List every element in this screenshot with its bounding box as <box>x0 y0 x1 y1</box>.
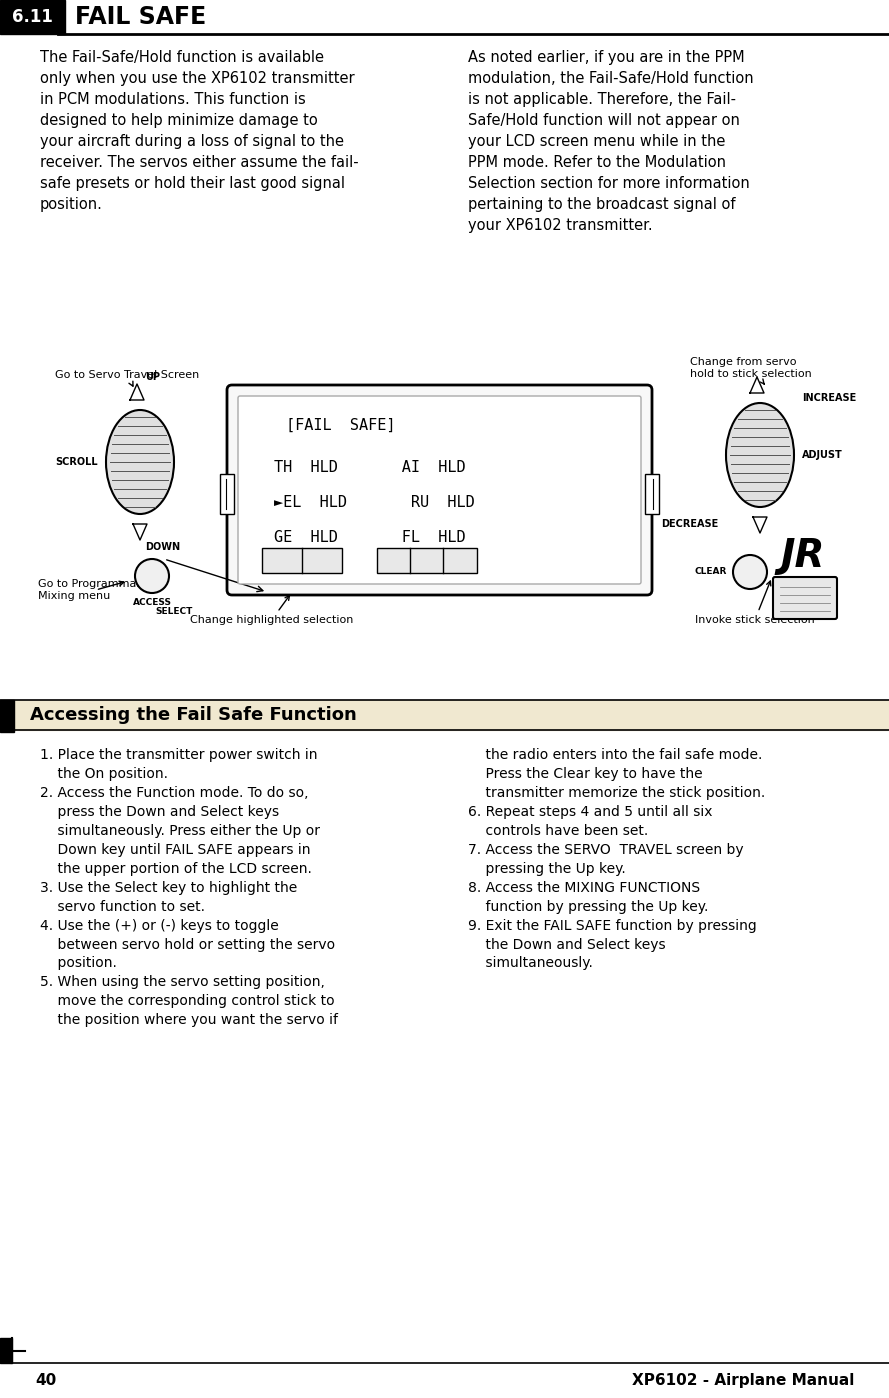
Text: SELECT: SELECT <box>156 607 193 617</box>
Text: 1. Place the transmitter power switch in
    the On position.
2. Access the Func: 1. Place the transmitter power switch in… <box>40 748 338 1028</box>
Text: DOWN: DOWN <box>145 542 180 552</box>
Bar <box>0 0 65 34</box>
Circle shape <box>135 559 169 593</box>
Text: The Fail-Safe/Hold function is available
only when you use the XP6102 transmitte: The Fail-Safe/Hold function is available… <box>40 50 358 212</box>
Polygon shape <box>133 524 147 540</box>
Ellipse shape <box>726 403 794 507</box>
Text: 40: 40 <box>35 1373 56 1388</box>
Text: ►EL  HLD       RU  HLD: ►EL HLD RU HLD <box>274 495 474 510</box>
FancyBboxPatch shape <box>238 396 641 584</box>
Text: INCREASE: INCREASE <box>802 393 856 403</box>
Text: UP: UP <box>145 372 160 382</box>
Text: FAIL SAFE: FAIL SAFE <box>75 6 206 29</box>
Text: Go to Programmable
Mixing menu: Go to Programmable Mixing menu <box>38 579 154 601</box>
Polygon shape <box>130 384 144 400</box>
Circle shape <box>733 555 767 589</box>
Text: Accessing the Fail Safe Function: Accessing the Fail Safe Function <box>30 706 356 724</box>
Text: As noted earlier, if you are in the PPM
modulation, the Fail-Safe/Hold function
: As noted earlier, if you are in the PPM … <box>468 50 754 233</box>
Bar <box>220 474 234 514</box>
Bar <box>645 474 659 514</box>
Text: SCROLL: SCROLL <box>55 457 98 467</box>
Text: the radio enters into the fail safe mode.
    Press the Clear key to have the
  : the radio enters into the fail safe mode… <box>468 748 765 970</box>
Text: DECREASE: DECREASE <box>661 519 718 528</box>
Text: Invoke stick selection: Invoke stick selection <box>695 582 814 625</box>
Text: Go to Servo Travel Screen: Go to Servo Travel Screen <box>55 370 199 386</box>
Text: ACCESS: ACCESS <box>132 598 172 607</box>
Text: TH  HLD       AI  HLD: TH HLD AI HLD <box>274 460 465 475</box>
Text: Change highlighted selection: Change highlighted selection <box>190 596 353 625</box>
Text: CLEAR: CLEAR <box>694 568 727 576</box>
Text: 6.11: 6.11 <box>12 8 52 27</box>
Text: [FAIL  SAFE]: [FAIL SAFE] <box>286 418 396 433</box>
Bar <box>0 1338 12 1363</box>
Polygon shape <box>750 377 764 393</box>
Text: GE  HLD       FL  HLD: GE HLD FL HLD <box>274 530 465 545</box>
Ellipse shape <box>106 410 174 514</box>
Bar <box>262 548 342 573</box>
Bar <box>0 700 14 733</box>
Text: Change from servo
hold to stick selection: Change from servo hold to stick selectio… <box>690 358 812 384</box>
Bar <box>377 548 477 573</box>
FancyBboxPatch shape <box>227 384 652 596</box>
Text: XP6102 - Airplane Manual: XP6102 - Airplane Manual <box>631 1373 854 1388</box>
FancyBboxPatch shape <box>773 577 837 619</box>
Text: ADJUST: ADJUST <box>802 450 843 460</box>
Polygon shape <box>753 517 767 533</box>
Bar <box>0 700 889 730</box>
Text: JR: JR <box>780 537 824 575</box>
